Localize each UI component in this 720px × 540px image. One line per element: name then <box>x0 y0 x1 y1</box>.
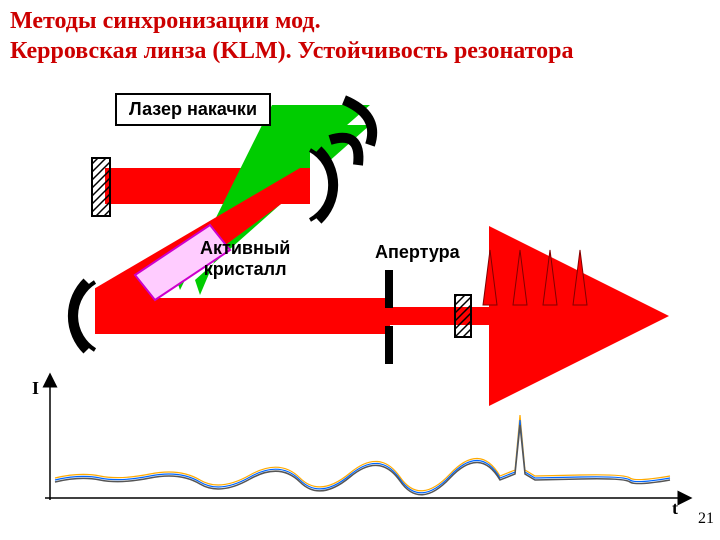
axis-label-x: t <box>672 498 678 519</box>
pulse-train <box>483 250 587 305</box>
mirror-curved-left <box>73 282 95 350</box>
noise-trace <box>55 415 670 495</box>
label-aperture: Апертура <box>375 242 460 263</box>
red-beam-lower <box>75 298 390 334</box>
page-number: 21 <box>698 510 714 528</box>
label-active-crystal: Активный кристалл <box>200 238 290 280</box>
laser-diagram <box>0 0 720 540</box>
page-title: Методы синхронизации мод. Керровская лин… <box>10 6 573 66</box>
mirror-curved-right <box>310 150 333 220</box>
title-line1: Методы синхронизации мод. <box>10 8 321 34</box>
label-pump-laser: Лазер накачки <box>115 93 271 126</box>
output-coupler <box>455 295 471 337</box>
axis-label-y: I <box>32 378 39 399</box>
mirror-left-flat <box>92 158 110 216</box>
title-line2: Керровская линза (KLM). Устойчивость рез… <box>10 38 573 64</box>
